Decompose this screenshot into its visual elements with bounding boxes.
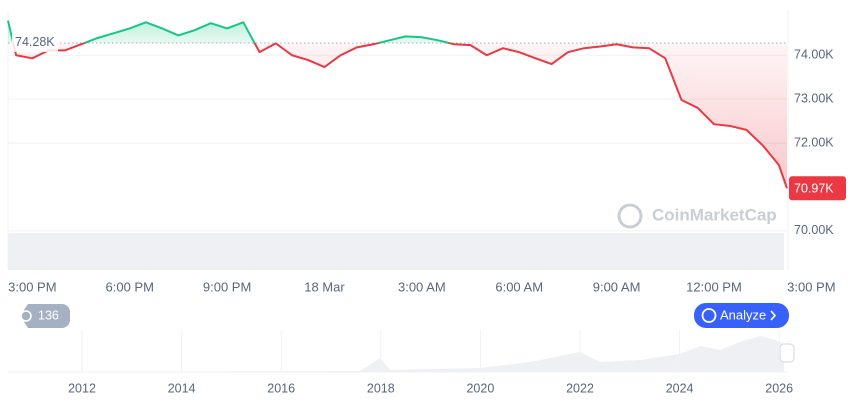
x-tick-label: 3:00 AM [398,279,446,294]
navigator-label: 2012 [68,381,96,395]
x-tick-label: 12:00 PM [686,279,742,294]
navigator-label: 2018 [367,381,395,395]
area-fill [8,20,787,189]
y-tick-label: 74.00K [794,48,834,62]
history-button[interactable]: 136 [20,304,70,328]
history-count: 136 [38,308,59,322]
navigator-area [8,336,784,372]
x-tick-label: 9:00 PM [203,279,251,294]
navigator-label: 2014 [168,381,196,395]
price-line [7,20,788,189]
navigator-label: 2022 [566,381,594,395]
baseline-label: 74.28K [15,35,55,49]
navigator-label: 2024 [666,381,694,395]
x-tick-label: 6:00 AM [495,279,543,294]
x-tick-label: 3:00 PM [787,279,835,294]
navigator-label: 2020 [466,381,494,395]
y-tick-label: 73.00K [794,91,834,105]
y-tick-label: 72.00K [794,135,834,149]
y-tick-label: 70.00K [794,223,834,237]
navigator-label: 2026 [765,381,793,395]
last-price-box [789,176,846,201]
watermark-logo [617,203,643,229]
baseline-label-bg [12,33,58,52]
navigator-label: 2016 [267,381,295,395]
x-tick-label: 3:00 PM [8,279,56,294]
navigator-handle[interactable] [779,343,795,363]
analyze-label: Analyze [720,307,766,322]
x-tick-label: 18 Mar [304,279,345,294]
x-tick-label: 6:00 PM [106,279,154,294]
x-tick-label: 9:00 AM [593,279,641,294]
last-price-label: 70.97K [794,182,834,196]
watermark: CoinMarketCap [652,205,777,224]
volume-band [8,233,784,270]
analyze-button[interactable]: Analyze [694,303,789,328]
